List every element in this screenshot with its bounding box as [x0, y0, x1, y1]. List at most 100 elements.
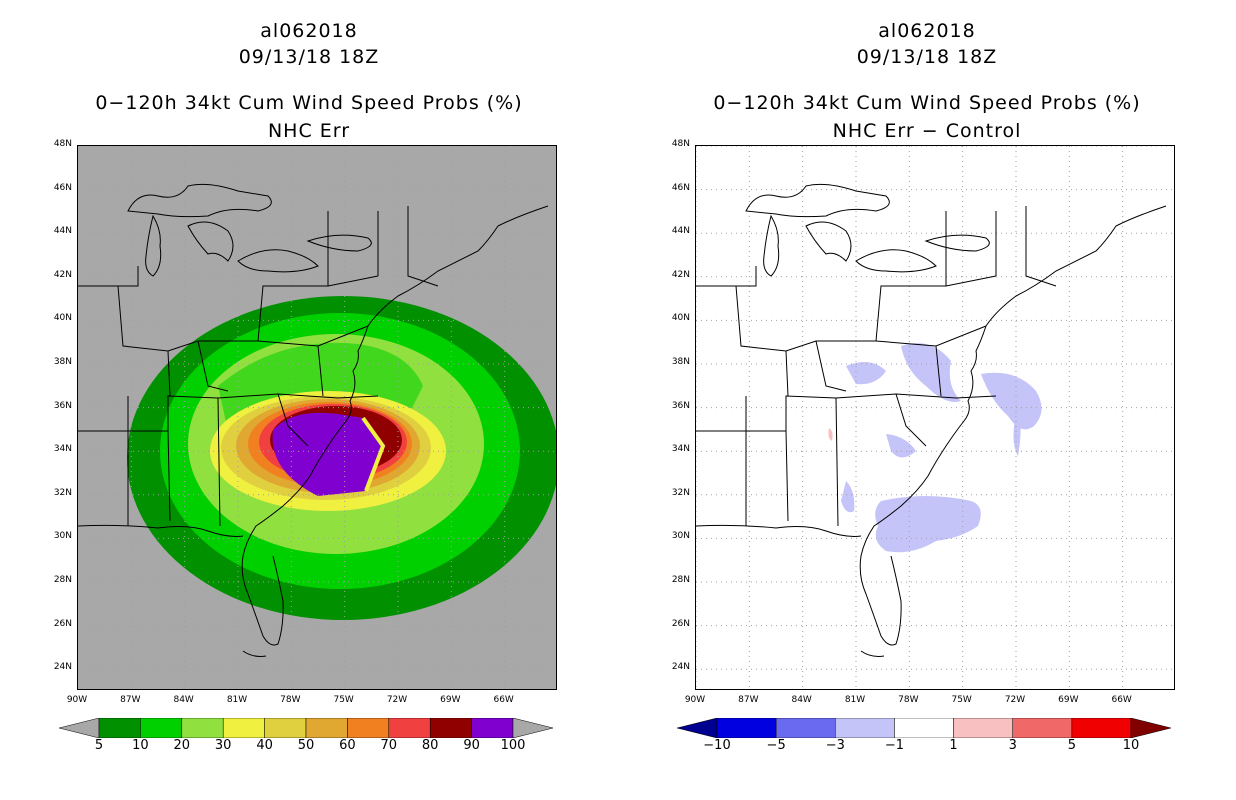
grid-lines: [78, 146, 556, 689]
colorbar-label: −10: [703, 738, 731, 753]
lon-label: 87W: [738, 695, 759, 705]
colorbar-label: 3: [1008, 738, 1017, 753]
subtitle: NHC Err: [267, 120, 351, 142]
colorbar-under-triangle: [676, 717, 718, 739]
product-title: 0−120h 34kt Cum Wind Speed Probs (%): [713, 92, 1141, 114]
colorbar-swatch: [98, 717, 141, 739]
colorbar-swatch: [429, 717, 472, 739]
lon-label: 72W: [386, 695, 408, 705]
colorbar: [676, 717, 1172, 739]
colorbar-swatch: [953, 717, 1013, 739]
lat-label: 40N: [53, 313, 72, 324]
datetime: 09/13/18 18Z: [238, 46, 380, 68]
lat-label: 34N: [53, 444, 72, 455]
lat-label: 24N: [53, 662, 72, 673]
lon-label: 90W: [66, 695, 88, 705]
coastlines: [696, 183, 1167, 657]
colorbar-swatch: [388, 717, 431, 739]
grid-lines: [696, 146, 1174, 689]
lat-label: 44N: [671, 226, 690, 237]
colorbar-label: 10: [1122, 738, 1140, 753]
lat-label: 40N: [671, 313, 690, 324]
probability-contours: [127, 296, 556, 620]
colorbar-label: 10: [132, 738, 149, 753]
lat-label: 42N: [671, 269, 690, 280]
right-panel: al062018 09/13/18 18Z 0−120h 34kt Cum Wi…: [618, 0, 1236, 800]
colorbar-swatch: [775, 717, 836, 739]
lat-label: 46N: [671, 182, 690, 193]
lat-label: 30N: [53, 531, 72, 542]
lon-label: 66W: [493, 695, 514, 705]
lon-label: 69W: [440, 695, 461, 705]
lon-label: 66W: [1111, 695, 1132, 705]
lon-label: 90W: [684, 695, 706, 705]
lat-label: 32N: [671, 487, 690, 498]
difference-contours: [841, 343, 1042, 553]
colorbar-label: 30: [214, 738, 232, 753]
colorbar-swatch: [264, 717, 307, 739]
lon-label: 81W: [844, 695, 866, 705]
difference-map: [695, 145, 1175, 690]
lon-label: 72W: [1004, 695, 1026, 705]
diff-blob-1: [846, 362, 886, 385]
diff-blob-7: [1013, 411, 1021, 456]
lat-label: 46N: [53, 182, 72, 193]
colorbar-swatch: [1012, 717, 1073, 739]
lon-label: 75W: [333, 695, 354, 705]
contour-90: [272, 412, 383, 496]
lat-label: 32N: [53, 487, 72, 498]
colorbar-swatch: [894, 717, 954, 739]
diff-blob-3: [981, 372, 1042, 430]
left-panel: al062018 09/13/18 18Z 0−120h 34kt Cum Wi…: [53, 20, 557, 753]
lat-label: 24N: [671, 662, 690, 673]
product-title: 0−120h 34kt Cum Wind Speed Probs (%): [95, 92, 523, 114]
lon-label: 69W: [1058, 695, 1079, 705]
map-canvas: [696, 146, 1174, 689]
colorbar-over-triangle: [512, 717, 554, 739]
diff-blob-4: [886, 434, 916, 458]
lat-label: 48N: [671, 139, 690, 149]
colorbar-label: −3: [825, 738, 845, 753]
lon-label: 78W: [280, 695, 301, 705]
contour-100-edge: [361, 416, 386, 492]
colorbar-swatch: [716, 717, 777, 739]
colorbar-over-triangle: [1130, 717, 1172, 739]
colorbar-label: 50: [297, 738, 315, 753]
colorbar-label: 90: [463, 738, 480, 753]
lon-label: 84W: [791, 695, 812, 705]
colorbar-label: 100: [500, 738, 526, 753]
lat-label: 38N: [53, 357, 72, 367]
diff-blob-5: [841, 481, 855, 513]
lat-label: 38N: [671, 357, 690, 367]
storm-id: al062018: [260, 20, 358, 42]
map-canvas: [78, 146, 556, 689]
lon-label: 87W: [120, 695, 141, 705]
colorbar-swatch: [305, 717, 348, 739]
colorbar-swatch: [835, 717, 895, 739]
colorbar-swatch: [181, 717, 224, 739]
lat-label: 34N: [671, 444, 690, 455]
lat-label: 44N: [53, 226, 72, 237]
coastlines: [78, 183, 549, 657]
lon-label: 78W: [898, 695, 919, 705]
lat-label: 26N: [671, 618, 690, 629]
diff-blob-2: [901, 343, 961, 402]
lat-label: 48N: [53, 139, 72, 149]
lon-label: 75W: [951, 695, 972, 705]
diff-positive: [828, 428, 833, 441]
colorbar-label: 40: [256, 738, 273, 753]
lat-label: 28N: [671, 575, 690, 585]
probability-map: [77, 145, 557, 690]
colorbar-label: −1: [884, 738, 904, 753]
lat-label: 28N: [53, 575, 72, 585]
diff-blob-6: [875, 496, 981, 553]
colorbar-label: −5: [766, 738, 786, 753]
colorbar-under-triangle: [58, 717, 100, 739]
colorbar-swatch: [222, 717, 265, 739]
lat-label: 30N: [671, 531, 690, 542]
colorbar-svg: [58, 717, 554, 739]
colorbar-label: 80: [421, 738, 439, 753]
colorbar-label: 5: [1067, 738, 1076, 753]
colorbar-svg: [676, 717, 1172, 739]
colorbar: [58, 717, 554, 739]
